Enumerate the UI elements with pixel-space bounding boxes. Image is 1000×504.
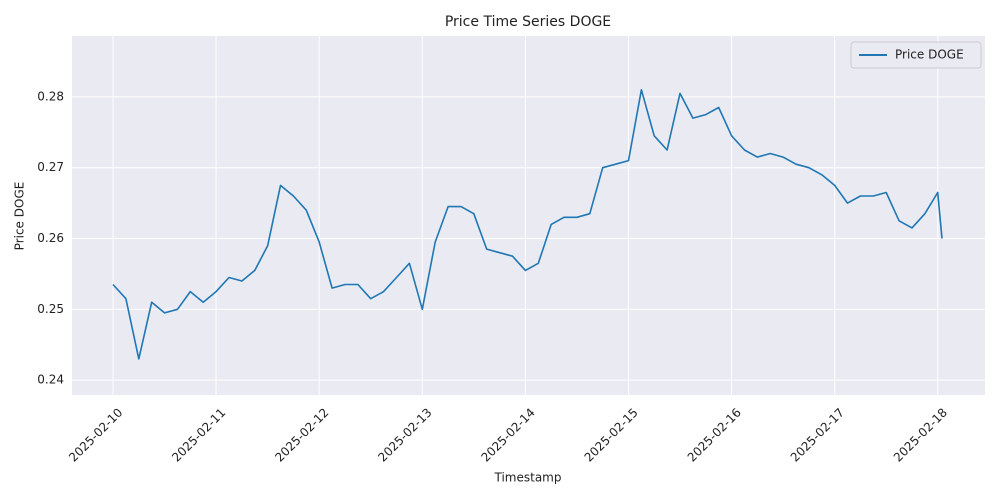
y-tick-label: 0.25 [37, 302, 64, 316]
chart-title: Price Time Series DOGE [445, 14, 611, 30]
legend-box [850, 41, 982, 69]
y-tick-label: 0.24 [37, 373, 64, 387]
y-axis-label: Price DOGE [13, 182, 27, 251]
x-tick-label: 2025-02-10 [66, 405, 125, 464]
x-tick-label: 2025-02-16 [685, 405, 744, 464]
x-tick-label: 2025-02-17 [788, 405, 847, 464]
y-tick-label: 0.26 [37, 231, 64, 245]
x-tick-label: 2025-02-11 [169, 405, 228, 464]
y-tick-label: 0.28 [37, 89, 64, 103]
x-tick-label: 2025-02-14 [479, 405, 538, 464]
y-tick-label: 0.27 [37, 160, 64, 174]
legend-label: Price DOGE [895, 48, 964, 62]
x-tick-label: 2025-02-12 [272, 405, 331, 464]
price-line [112, 89, 943, 360]
x-axis-label: Timestamp [494, 471, 562, 485]
x-tick-label: 2025-02-13 [375, 405, 434, 464]
plot-area [72, 36, 985, 395]
x-tick-label: 2025-02-15 [582, 405, 641, 464]
x-tick-label: 2025-02-18 [891, 405, 950, 464]
